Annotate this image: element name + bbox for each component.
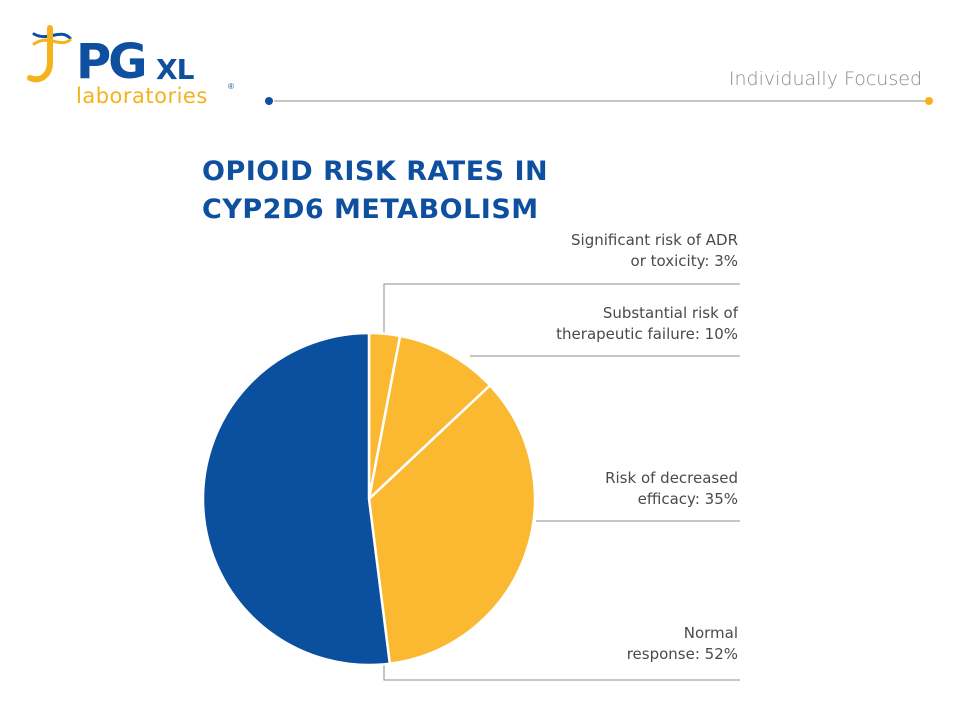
slice-label-therapeutic-failure: Substantial risk of therapeutic failure:… [556,303,738,345]
leader-line [383,283,740,333]
slice-label-decreased-efficacy: Risk of decreased efficacy: 35% [605,468,738,510]
slice-label-line: Substantial risk of [602,304,738,322]
dna-helix-icon [27,25,72,83]
slice-label-line: therapeutic failure: 10% [556,325,738,343]
logo-wordmark: PG [76,34,148,90]
chart-title-line: OPIOID RISK RATES IN [202,156,549,187]
registered-mark: ® [228,82,234,91]
logo-wordmark-suffix: XL [156,53,194,86]
slice-label-line: Normal [683,624,738,642]
slice-label-normal-response: Normal response: 52% [627,623,738,665]
logo-subtitle: laboratories [76,84,208,108]
pgxl-logo: PG XL ® laboratories [24,22,244,112]
slice-label-line: efficacy: 35% [637,490,738,508]
slice-decreased-efficacy [367,384,537,665]
slice-normal-response [201,331,392,667]
slice-label-line: or toxicity: 3% [630,252,738,270]
tagline: Individually Focused [728,68,922,90]
chart-title-line: CYP2D6 METABOLISM [202,194,539,225]
chart-title: OPIOID RISK RATES IN CYP2D6 METABOLISM [202,153,562,229]
header-divider [265,97,933,105]
slice-label-line: Risk of decreased [605,469,738,487]
slice-therapeutic-failure [367,334,492,501]
slice-label-adr: Significant risk of ADR or toxicity: 3% [571,230,738,272]
slice-label-line: response: 52% [626,645,738,663]
slice-label-line: Significant risk of ADR [571,231,738,249]
leader-line [383,665,740,681]
